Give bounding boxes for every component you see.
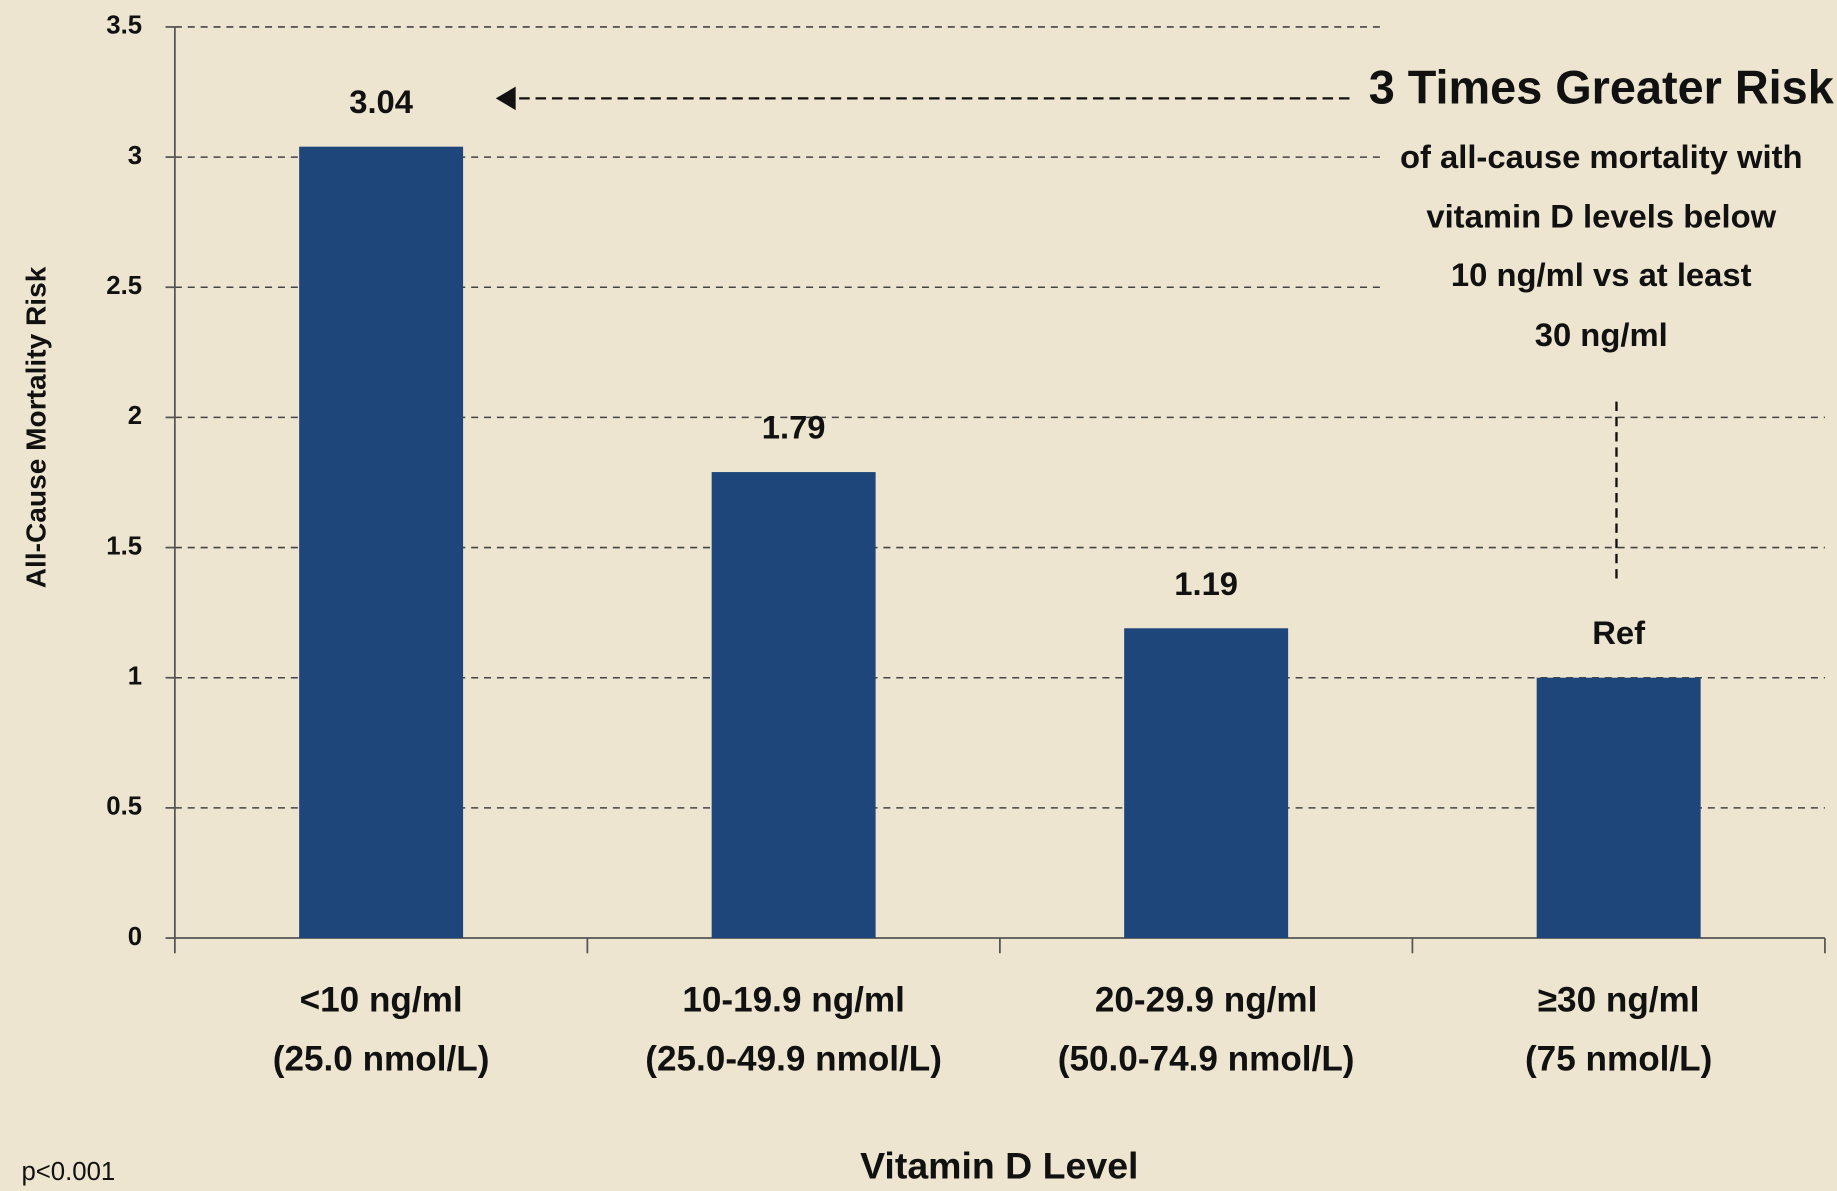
y-tick-label: 1 bbox=[128, 663, 142, 691]
value-label: Ref bbox=[1592, 614, 1645, 651]
bar bbox=[299, 146, 464, 939]
annotation-backdrop bbox=[1384, 0, 1837, 399]
y-axis-label: All-Cause Mortality Risk bbox=[20, 266, 51, 588]
annotation-line: 30 ng/ml bbox=[1535, 316, 1668, 353]
annotation-line: vitamin D levels below bbox=[1426, 198, 1776, 235]
y-tick-label: 3.5 bbox=[106, 12, 142, 40]
x-tick-label: 10-19.9 ng/ml bbox=[682, 981, 905, 1020]
bar bbox=[1536, 677, 1701, 939]
x-tick-label: (50.0-74.9 nmol/L) bbox=[1058, 1039, 1355, 1078]
value-label: 3.04 bbox=[349, 83, 414, 120]
grid: 0 0.5 1 1.5 2 2.5 3 3.5 bbox=[106, 12, 1826, 954]
x-tick-label: (75 nmol/L) bbox=[1525, 1039, 1712, 1078]
y-tick-label: 2.5 bbox=[106, 272, 142, 300]
bar bbox=[711, 472, 876, 939]
annotation-title: 3 Times Greater Risk bbox=[1369, 62, 1835, 114]
y-tick-label: 3 bbox=[128, 142, 142, 170]
annotation-line: 10 ng/ml vs at least bbox=[1451, 256, 1752, 293]
y-tick-label: 2 bbox=[128, 402, 142, 430]
value-label: 1.79 bbox=[762, 409, 826, 446]
arrow-head bbox=[495, 86, 516, 111]
x-tick-label: <10 ng/ml bbox=[300, 981, 463, 1020]
bars bbox=[299, 146, 1701, 939]
annotation-line: of all-cause mortality with bbox=[1400, 138, 1803, 175]
y-tick-label: 1.5 bbox=[106, 532, 142, 560]
value-label: 1.19 bbox=[1174, 565, 1238, 602]
x-tick-label: 20-29.9 ng/ml bbox=[1095, 981, 1318, 1020]
x-tick-label: (25.0-49.9 nmol/L) bbox=[645, 1039, 942, 1078]
footnote: p<0.001 bbox=[21, 1158, 115, 1186]
y-tick-label: 0.5 bbox=[106, 793, 142, 821]
x-tick-label: (25.0 nmol/L) bbox=[273, 1039, 490, 1078]
y-tick-label: 0 bbox=[128, 923, 142, 951]
x-axis-label: Vitamin D Level bbox=[860, 1145, 1138, 1187]
bar bbox=[1124, 628, 1289, 939]
x-tick-label: ≥30 ng/ml bbox=[1538, 981, 1700, 1020]
